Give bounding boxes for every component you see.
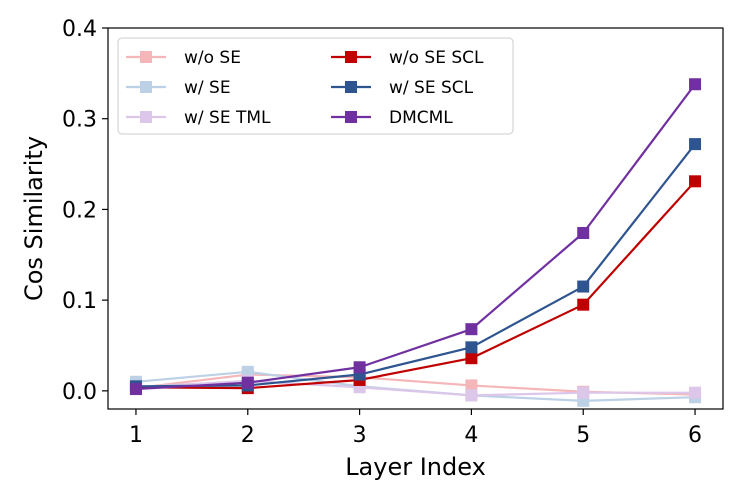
y-tick-label: 0.3 [62,108,97,133]
legend-label: DMCML [389,108,453,128]
legend-label: w/ SE TML [184,108,271,128]
series-line [135,83,696,391]
data-point [577,298,590,311]
data-point [353,361,366,374]
legend-marker [345,81,357,93]
x-tick-label: 3 [353,423,367,448]
data-point [577,386,590,399]
y-tick-label: 0.1 [62,289,97,314]
series-line [135,180,696,390]
data-point [465,389,478,402]
legend-item: w/ SE SCL [331,78,474,98]
x-tick-label: 2 [241,423,255,448]
legend-item: DMCML [331,108,453,128]
data-point [465,323,478,336]
plot-frame [107,27,724,410]
legend-label: w/ SE SCL [389,78,474,98]
legend-frame [117,37,514,135]
x-tick-label: 4 [464,423,478,448]
legend-item: w/o SE [126,48,241,68]
series-5 [129,78,702,396]
x-tick-label: 6 [688,423,702,448]
data-point [689,386,702,399]
data-point [241,376,254,389]
data-point [129,383,142,396]
legend-label: w/ SE [184,78,231,98]
legend-marker [345,51,357,63]
data-point [465,352,478,365]
data-point [577,227,590,240]
series-4 [129,138,702,393]
x-tick-label: 5 [576,423,590,448]
data-point [689,78,702,91]
legend-label: w/o SE SCL [389,48,484,68]
legend-marker [140,81,152,93]
data-point [689,175,702,188]
series-line [135,379,696,397]
data-point [465,379,478,392]
y-axis-title: Cos Similarity [20,136,48,301]
series-layer [129,78,702,407]
y-tick-label: 0.4 [62,17,97,42]
data-point [241,365,254,378]
legend-label: w/o SE [184,48,241,68]
axis-ticks: 1 2 3 4 5 6 0.0 0.1 0.2 0.3 0.4 [62,17,702,448]
legend-item: w/ SE TML [126,108,271,128]
y-tick-label: 0.0 [62,380,97,405]
y-tick-label: 0.2 [62,198,97,223]
data-point [465,341,478,354]
x-axis-title: Layer Index [345,453,486,481]
legend-marker [345,111,357,123]
x-tick-label: 1 [129,423,143,448]
legend-marker [140,51,152,63]
data-point [689,138,702,151]
series-line [135,143,696,388]
legend-item: w/o SE SCL [331,48,484,68]
legend-marker [140,111,152,123]
legend-item: w/ SE [126,78,231,98]
legend: w/o SE w/ SE w/ SE TML w/o SE SCL w/ SE SCL D… [117,37,514,135]
data-point [577,280,590,293]
